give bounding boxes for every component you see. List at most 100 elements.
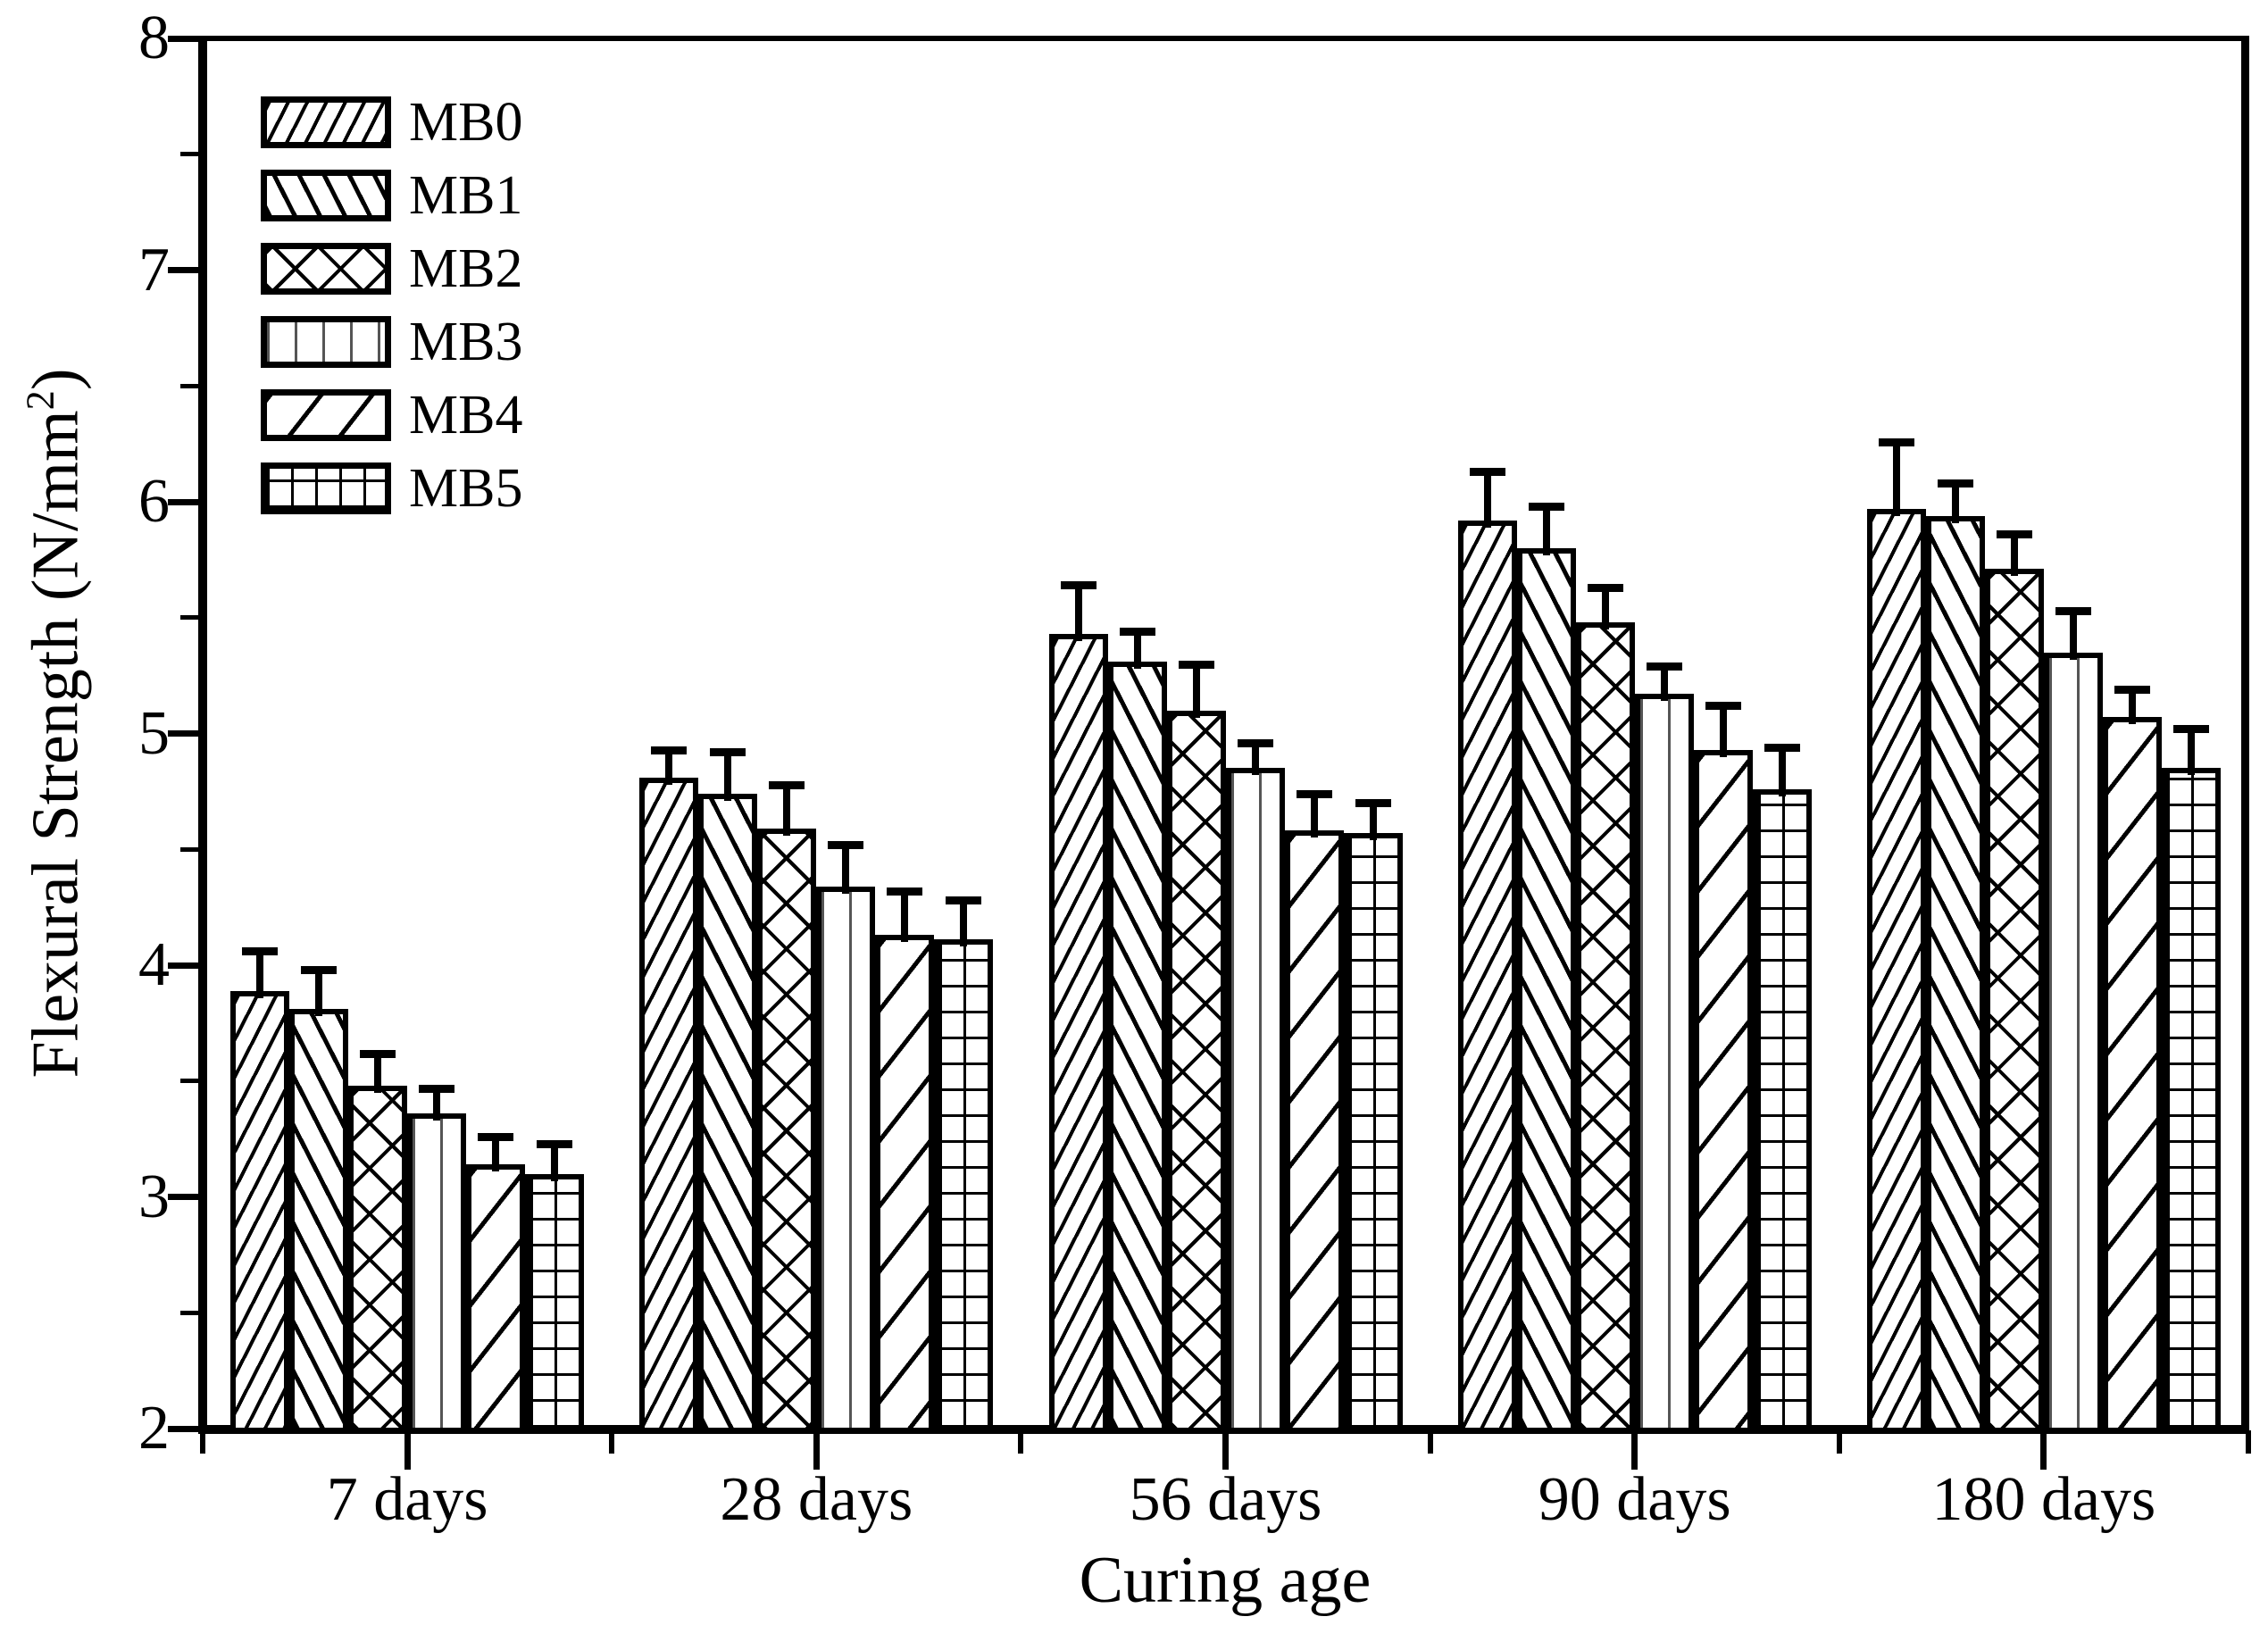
y-tick-label: 5 [138,698,170,768]
error-bar-cap [1060,581,1096,590]
x-boundary-tick [609,1430,615,1454]
error-bar-line [901,890,909,943]
legend-row-MB4: MB4 [261,385,523,446]
error-bar-cap [651,746,688,754]
error-bar-line [1074,585,1082,641]
x-boundary-tick [200,1430,205,1454]
error-bar-line [842,845,850,894]
legend-label: MB0 [409,92,523,153]
x-category-label: 28 days [720,1465,913,1534]
error-bar-cap [1937,479,1973,488]
bar-MB0-90-days [1457,520,1517,1433]
error-bar-cap [1996,530,2032,539]
x-category-label: 7 days [326,1465,488,1534]
error-bar-line [433,1088,441,1121]
error-bar-line [960,900,968,947]
error-bar-cap [242,947,279,956]
x-axis-title: Curing age [913,1543,1538,1619]
y-minor-tick [180,152,198,157]
error-bar-cap [1705,702,1741,711]
error-bar-line [1369,803,1377,841]
error-bar-cap [1764,744,1800,753]
bar-MB3-7-days [407,1113,467,1433]
bar-MB1-56-days [1107,662,1167,1433]
x-category-label: 180 days [1931,1465,2156,1534]
y-tick-label: 4 [138,930,170,999]
error-bar-cap [1469,468,1505,477]
x-center-tick [2040,1430,2047,1470]
y-minor-tick [180,615,198,621]
x-boundary-tick [1427,1430,1433,1454]
legend-row-MB3: MB3 [261,312,523,372]
error-bar-line [724,752,732,801]
legend-swatch-sparse-forward-diagonal-icon [261,389,391,441]
error-bar-cap [1178,660,1214,669]
x-axis-title-text: Curing age [1079,1544,1372,1617]
bar-MB1-7-days [289,1009,349,1433]
legend-swatch-dense-forward-diagonal-icon [261,96,391,148]
bar-MB4-90-days [1693,749,1753,1433]
error-bar-cap [537,1139,573,1148]
error-bar-cap [1528,503,1564,512]
bar-MB0-7-days [230,990,290,1433]
legend-row-MB0: MB0 [261,92,523,153]
bar-MB1-90-days [1516,547,1576,1433]
x-boundary-tick [2246,1430,2251,1454]
bar-MB1-28-days [698,793,758,1433]
error-bar-cap [1296,789,1332,798]
bar-MB3-180-days [2043,652,2103,1433]
error-bar-cap [2172,725,2209,734]
error-bar-cap [887,887,923,896]
y-major-tick [168,267,198,273]
error-bar-cap [1119,628,1155,637]
bar-MB0-180-days [1866,508,1926,1433]
legend-label: MB3 [409,312,523,372]
bar-MB2-28-days [757,828,817,1433]
error-bar-cap [1878,438,1914,446]
error-bar-line [2128,689,2136,725]
error-bar-line [1133,631,1141,670]
error-bar-cap [710,748,746,757]
error-bar-cap [419,1084,455,1093]
y-tick-label: 2 [138,1394,170,1462]
error-bar-cap [360,1049,396,1058]
error-bar-cap [301,966,338,975]
legend-label: MB1 [409,165,523,226]
y-major-tick [168,730,198,737]
error-bar-cap [828,841,864,850]
bar-MB1-180-days [1925,515,1985,1433]
y-axis-title-close: ) [19,368,93,391]
error-bar-line [783,784,791,836]
bar-MB2-90-days [1575,621,1635,1433]
error-bar-line [1192,663,1200,718]
x-center-tick [404,1430,411,1470]
y-major-tick [168,35,198,42]
bar-MB4-180-days [2102,717,2162,1433]
x-center-tick [1222,1430,1229,1470]
error-bar-line [256,951,264,998]
error-bar-line [1251,742,1259,776]
legend-swatch-grid-icon [261,462,391,514]
y-axis-title-superscript: 2 [17,390,63,411]
error-bar-line [2069,610,2077,660]
y-minor-tick [180,1310,198,1315]
y-minor-tick [180,1079,198,1084]
bar-MB5-56-days [1343,833,1403,1433]
bar-MB2-180-days [1984,569,2044,1433]
legend-row-MB5: MB5 [261,461,522,516]
bar-MB4-7-days [466,1164,526,1433]
bar-MB5-7-days [525,1173,585,1433]
x-category-label: 90 days [1538,1465,1731,1534]
error-bar-line [2010,534,2018,577]
error-bar-line [2187,729,2195,776]
error-bar-cap [2055,606,2091,615]
error-bar-line [492,1137,500,1172]
error-bar-cap [1237,738,1273,747]
error-bar-cap [946,896,982,905]
x-boundary-tick [1836,1430,1842,1454]
bar-MB3-28-days [816,886,876,1433]
y-minor-tick [180,383,198,388]
legend-label: MB2 [409,238,523,299]
legend-label: MB4 [409,385,523,446]
